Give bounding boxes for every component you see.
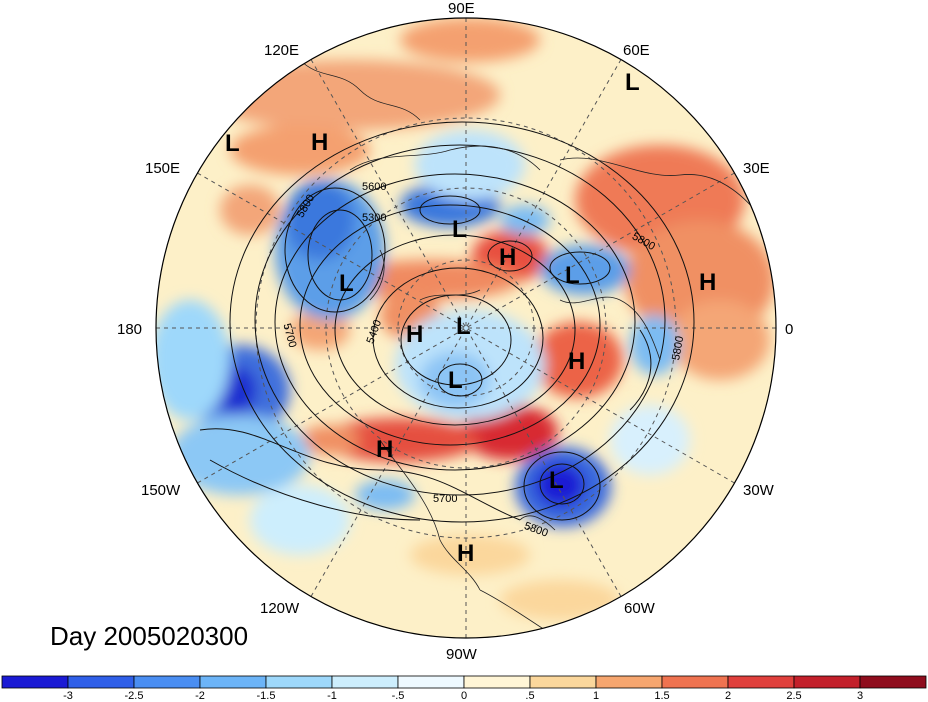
- height-contours: [199, 121, 695, 523]
- colorbar-tick-label: -1: [327, 690, 337, 702]
- lon-label-120e: 120E: [264, 42, 299, 59]
- colorbar-tick-label: -2.5: [125, 690, 144, 702]
- lon-label-60w: 60W: [624, 600, 656, 617]
- lon-label-30e: 30E: [743, 160, 770, 177]
- colorbar-swatch: [793, 675, 861, 689]
- colorbar-swatch: [661, 675, 729, 689]
- low-pressure-marker: L: [225, 130, 240, 157]
- colorbar-swatch: [397, 675, 465, 689]
- map-title: Day 2005020300: [50, 621, 248, 651]
- colorbar-tick-label: 3: [857, 690, 863, 702]
- lon-label-90e: 90E: [448, 0, 475, 17]
- colorbar-swatch: [727, 675, 795, 689]
- colorbar-swatch: [859, 675, 927, 689]
- high-pressure-marker: H: [376, 436, 393, 463]
- pressure-centers: L H L L H L L H H L H L H L H: [225, 69, 716, 567]
- lon-label-120w: 120W: [260, 600, 300, 617]
- map-border: [155, 17, 777, 639]
- lon-label-150e: 150E: [145, 160, 180, 177]
- contour-label: 5300: [362, 212, 386, 224]
- colorbar-tick-label: -.5: [392, 690, 405, 702]
- colorbar-swatch: [67, 675, 135, 689]
- high-pressure-marker: H: [568, 348, 585, 375]
- contour-label: 5700: [433, 493, 457, 505]
- lon-label-150w: 150W: [141, 482, 181, 499]
- low-pressure-marker: L: [339, 270, 354, 297]
- colorbar-swatch: [331, 675, 399, 689]
- high-pressure-marker: H: [406, 321, 423, 348]
- contour-label: 5600: [362, 181, 386, 193]
- colorbar-swatch: [529, 675, 597, 689]
- colorbar-swatch: [1, 675, 69, 689]
- low-pressure-marker: L: [565, 262, 580, 289]
- high-pressure-marker: H: [499, 244, 516, 271]
- colorbar-tick-label: 2: [725, 690, 731, 702]
- lon-label-0: 0: [785, 321, 793, 338]
- colorbar: -3 -2.5 -2 -1.5 -1 -.5 0 .5 1 1.5 2 2.5 3: [1, 675, 927, 702]
- lon-label-90w: 90W: [446, 646, 478, 663]
- lon-label-180: 180: [117, 321, 142, 338]
- colorbar-tick-label: -3: [63, 690, 73, 702]
- longitude-labels: 90E 60E 30E 0 30W 60W 90W 120W 150W 180 …: [117, 0, 793, 663]
- colorbar-tick-label: -2: [195, 690, 205, 702]
- colorbar-tick-label: 1.5: [654, 690, 669, 702]
- high-pressure-marker: H: [311, 129, 328, 156]
- colorbar-tick-label: 2.5: [786, 690, 801, 702]
- colorbar-tick-label: 0: [461, 690, 467, 702]
- colorbar-tick-label: .5: [525, 690, 534, 702]
- colorbar-swatch: [133, 675, 201, 689]
- low-pressure-marker: L: [448, 367, 463, 394]
- low-pressure-marker: L: [452, 216, 467, 243]
- colorbar-tick-label: -1.5: [257, 690, 276, 702]
- colorbar-swatch: [595, 675, 663, 689]
- low-pressure-marker: L: [456, 313, 471, 340]
- low-pressure-marker: L: [549, 467, 564, 494]
- colorbar-tick-label: 1: [593, 690, 599, 702]
- graticule: [156, 18, 776, 638]
- colorbar-swatch: [265, 675, 333, 689]
- high-pressure-marker: H: [699, 269, 716, 296]
- lon-label-30w: 30W: [743, 482, 775, 499]
- colorbar-swatch: [463, 675, 531, 689]
- contour-label: 5800: [670, 335, 686, 361]
- low-pressure-marker: L: [625, 69, 640, 96]
- colorbar-swatch: [199, 675, 267, 689]
- high-pressure-marker: H: [457, 540, 474, 567]
- lon-label-60e: 60E: [623, 42, 650, 59]
